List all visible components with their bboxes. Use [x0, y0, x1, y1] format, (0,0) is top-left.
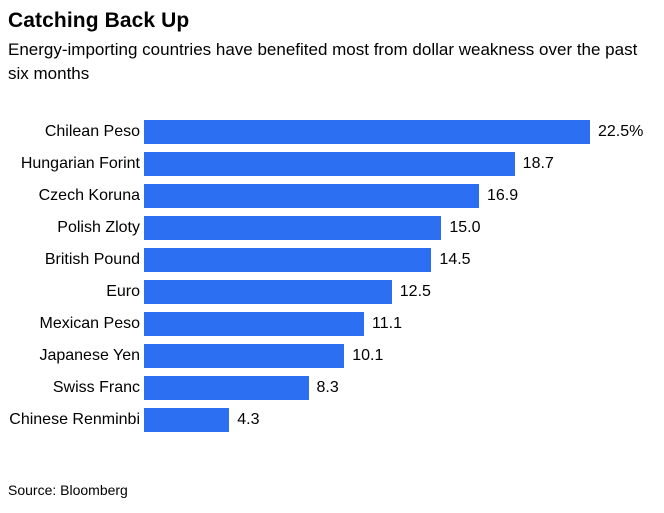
value-label: 8.3 — [316, 379, 339, 396]
value-label: 14.5 — [439, 251, 471, 268]
bar-row: British Pound 14.5 — [0, 244, 664, 276]
value-label: 22.5% — [598, 123, 644, 140]
category-label: Swiss Franc — [52, 379, 140, 396]
bar — [144, 408, 230, 432]
category-label: Czech Koruna — [38, 187, 140, 204]
value-label: 16.9 — [486, 187, 519, 204]
bar-row: Mexican Peso 11.1 — [0, 308, 664, 340]
chart-subtitle: Energy-importing countries have benefite… — [8, 40, 638, 83]
bar — [144, 312, 365, 336]
category-label: Chilean Peso — [44, 123, 140, 140]
chart-title: Catching Back Up — [8, 9, 190, 32]
category-label: Hungarian Forint — [20, 155, 140, 172]
category-label: Euro — [106, 283, 140, 300]
value-label: 11.1 — [372, 315, 402, 332]
value-label: 4.3 — [237, 411, 260, 428]
bar — [144, 376, 309, 400]
bar-row: Swiss Franc 8.3 — [0, 372, 664, 404]
bar — [144, 152, 515, 176]
category-label: Mexican Peso — [39, 315, 141, 332]
bar-row: Czech Koruna 16.9 — [0, 180, 664, 212]
bar — [144, 248, 432, 272]
value-label: 12.5 — [399, 283, 431, 300]
bar — [144, 120, 590, 144]
bar-row: Chinese Renminbi 4.3 — [0, 404, 664, 436]
bar-row: Japanese Yen 10.1 — [0, 340, 664, 372]
value-label: 10.1 — [352, 347, 384, 364]
value-label: 15.0 — [449, 219, 481, 236]
bar-chart: Chilean Peso 22.5% Hungarian Forint 18.7 Cze… — [0, 116, 664, 436]
bar-row: Chilean Peso 22.5% — [0, 116, 664, 148]
bar — [144, 184, 479, 208]
category-label: Polish Zloty — [57, 219, 140, 236]
bar-row: Euro 12.5 — [0, 276, 664, 308]
bar — [144, 344, 345, 368]
bar — [144, 216, 442, 240]
source-attribution: Source: Bloomberg — [8, 482, 128, 498]
bar-row: Polish Zloty 15.0 — [0, 212, 664, 244]
category-label: Chinese Renminbi — [9, 411, 140, 428]
category-label: Japanese Yen — [39, 347, 140, 364]
bar-row: Hungarian Forint 18.7 — [0, 148, 664, 180]
bar — [144, 280, 392, 304]
category-label: British Pound — [44, 251, 140, 268]
value-label: 18.7 — [522, 155, 554, 172]
